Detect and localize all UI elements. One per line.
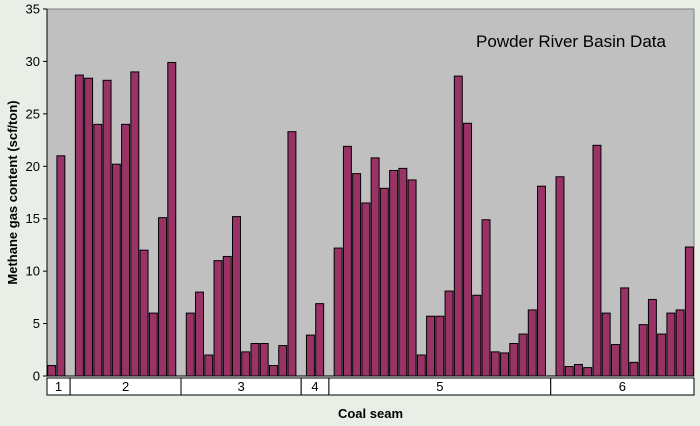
bar-seam-5-17	[481, 219, 491, 377]
bar-seam-2-1	[74, 74, 84, 377]
bar-seam-5-9	[407, 179, 417, 377]
bar-seam-6-12	[657, 333, 667, 377]
y-tick-label-35: 35	[26, 2, 40, 17]
bar-seam-3-2	[195, 291, 204, 377]
bar-seam-1-2	[56, 155, 66, 377]
bar-seam-5-2	[342, 145, 352, 377]
bar-seam-5-1	[333, 247, 343, 377]
bar-seam-2-11	[167, 61, 177, 377]
bar-seam-3-9	[259, 342, 269, 377]
bar-seam-3-5	[222, 255, 232, 377]
bar-seam-5-16	[472, 294, 482, 377]
bar-seam-5-12	[435, 315, 445, 377]
bar-seam-2-7	[130, 71, 140, 377]
bar-seam-5-13	[444, 290, 454, 377]
chart-title: Powder River Basin Data	[476, 32, 666, 51]
bar-seam-5-5	[370, 157, 380, 377]
bar-seam-1-1	[47, 365, 57, 377]
bar-seam-6-4	[583, 367, 593, 377]
bar-seam-6-5	[592, 144, 602, 377]
bar-seam-2-6	[121, 123, 131, 377]
x-tick-label-seam-6: 6	[619, 379, 626, 394]
bar-seam-5-19	[500, 352, 509, 377]
bar-seam-5-6	[379, 187, 389, 377]
bar-seam-5-14	[453, 75, 463, 377]
bar-seam-2-4	[102, 79, 112, 377]
bar-seam-5-4	[361, 202, 371, 377]
bar-seam-5-18	[490, 351, 500, 377]
bar-seam-5-15	[463, 122, 473, 377]
bar-seam-3-8	[250, 342, 260, 377]
bar-seam-2-2	[84, 77, 94, 377]
x-tick-label-seam-1: 1	[55, 379, 62, 394]
bar-seam-5-23	[537, 185, 546, 377]
bar-seam-5-21	[518, 333, 528, 377]
bar-seam-5-22	[527, 309, 537, 377]
x-tick-label-seam-2: 2	[122, 379, 129, 394]
bar-seam-3-10	[268, 365, 278, 377]
bar-seam-6-7	[610, 344, 620, 377]
seam-box-6	[550, 377, 695, 396]
bar-seam-6-9	[629, 361, 639, 377]
bar-seam-5-7	[389, 169, 399, 377]
bar-seam-6-1	[555, 176, 565, 377]
bar-seam-3-7	[241, 351, 251, 377]
bar-seam-6-6	[601, 312, 611, 377]
bar-seam-6-8	[620, 287, 630, 377]
bar-seam-3-4	[213, 260, 223, 377]
bar-seam-3-3	[204, 354, 214, 377]
bar-seam-3-12	[287, 131, 297, 377]
y-tick-label-25: 25	[26, 106, 40, 121]
bar-seam-5-8	[398, 167, 408, 377]
bar-seam-6-15	[684, 246, 694, 377]
bar-seam-2-10	[158, 217, 168, 377]
y-axis-title: Methane gas content (scf/ton)	[5, 100, 20, 284]
y-tick-label-10: 10	[26, 264, 40, 279]
bar-seam-4-2	[315, 303, 325, 377]
bar-seam-6-13	[666, 312, 676, 377]
x-axis-title: Coal seam	[338, 406, 403, 421]
y-axis: 0 5 10 15 20 25 30 35	[26, 2, 48, 384]
y-tick-label-15: 15	[26, 211, 40, 226]
bar-seam-6-3	[573, 363, 583, 377]
bar-seam-3-6	[232, 216, 241, 377]
bar-seam-2-3	[93, 123, 103, 377]
bar-seam-2-9	[148, 312, 158, 377]
x-axis: 1 2 3 4 5 6	[46, 375, 695, 396]
bar-seam-6-11	[647, 298, 657, 377]
bar-seam-2-8	[139, 249, 149, 377]
bar-seam-6-2	[564, 366, 574, 377]
y-tick-label-0: 0	[33, 369, 40, 384]
bar-seam-3-11	[278, 345, 288, 377]
bar-seam-4-1	[305, 334, 315, 377]
y-tick-label-5: 5	[33, 316, 40, 331]
x-tick-label-seam-5: 5	[436, 379, 443, 394]
bar-seam-6-14	[675, 309, 685, 377]
y-tick-label-20: 20	[26, 159, 40, 174]
bar-seam-5-3	[352, 173, 362, 377]
y-tick-label-30: 30	[26, 54, 40, 69]
bar-seam-5-10	[416, 354, 426, 377]
x-tick-label-seam-3: 3	[237, 379, 244, 394]
bar-seam-2-5	[111, 163, 121, 377]
x-tick-label-seam-4: 4	[311, 379, 318, 394]
bar-seam-6-10	[638, 324, 648, 377]
bar-seam-5-20	[509, 342, 519, 377]
bar-seam-5-11	[426, 315, 436, 377]
bar-seam-3-1	[185, 312, 195, 377]
